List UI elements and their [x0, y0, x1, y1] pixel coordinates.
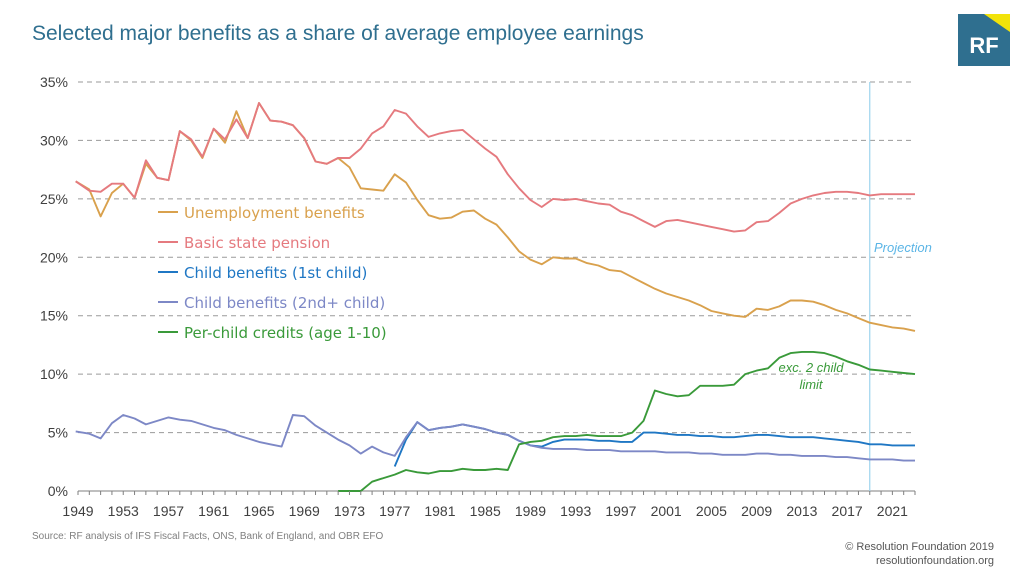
legend-label: Child benefits (2nd+ child) — [184, 294, 385, 312]
website-line: resolutionfoundation.org — [875, 555, 994, 567]
annotation-line1: exc. 2 child — [778, 360, 844, 375]
y-tick-label: 30% — [40, 132, 68, 148]
projection-marker: Projection — [869, 82, 932, 491]
y-tick-label: 15% — [40, 308, 68, 324]
x-tick-label: 1997 — [605, 503, 636, 519]
copyright-line: © Resolution Foundation 2019 — [845, 541, 994, 553]
x-tick-label: 1949 — [62, 503, 93, 519]
y-tick-label: 20% — [40, 249, 68, 265]
series-line-5 — [338, 350, 916, 492]
series-line-4 — [75, 414, 915, 462]
y-tick-label: 10% — [40, 366, 68, 382]
x-tick-label: 1957 — [153, 503, 184, 519]
legend-label: Child benefits (1st child) — [184, 264, 367, 282]
x-tick-label: 1985 — [470, 503, 501, 519]
x-tick-label: 1993 — [560, 503, 591, 519]
x-tick-label: 1961 — [198, 503, 229, 519]
y-tick-label: 0% — [48, 483, 68, 499]
projection-label: Projection — [874, 240, 932, 255]
resolution-foundation-logo: RF — [958, 14, 1010, 66]
x-tick-label: 2001 — [651, 503, 682, 519]
y-axis-ticks: 0% 5% 10% 15% 20% 25% 30% 35% — [40, 74, 68, 499]
x-tick-label: 2017 — [832, 503, 863, 519]
x-tick-label: 1973 — [334, 503, 365, 519]
x-tick-label: 1989 — [515, 503, 546, 519]
x-tick-label: 2021 — [877, 503, 908, 519]
x-tick-label: 1969 — [289, 503, 320, 519]
x-tick-label: 2013 — [786, 503, 817, 519]
x-tick-label: 2009 — [741, 503, 772, 519]
y-tick-label: 5% — [48, 425, 68, 441]
series-line-3 — [393, 421, 915, 467]
gridlines — [78, 81, 915, 492]
x-tick-label: 1953 — [108, 503, 139, 519]
x-axis-ticks: 1949 1953 1957 1961 1965 1969 1973 1977 1981 1985… — [62, 491, 916, 519]
x-tick-label: 2005 — [696, 503, 727, 519]
legend: Unemployment benefits Basic state pension… — [158, 204, 387, 342]
credit: © Resolution Foundation 2019 resolutionf… — [845, 540, 994, 568]
legend-label: Unemployment benefits — [184, 204, 365, 222]
series-lines — [75, 102, 916, 492]
chart-title: Selected major benefits as a share of av… — [32, 22, 644, 45]
logo-accent — [984, 14, 1010, 32]
x-tick-label: 1977 — [379, 503, 410, 519]
x-tick-label: 1981 — [424, 503, 455, 519]
source-note: Source: RF analysis of IFS Fiscal Facts,… — [32, 531, 384, 542]
y-tick-label: 35% — [40, 74, 68, 90]
annotation-line2: limit — [799, 377, 823, 392]
annotation: exc. 2 child limit — [778, 360, 844, 392]
y-tick-label: 25% — [40, 191, 68, 207]
legend-label: Basic state pension — [184, 234, 330, 252]
x-tick-label: 1965 — [243, 503, 274, 519]
series-line-2 — [75, 102, 915, 233]
logo-text: RF — [969, 33, 998, 58]
legend-label: Per-child credits (age 1-10) — [184, 324, 387, 342]
